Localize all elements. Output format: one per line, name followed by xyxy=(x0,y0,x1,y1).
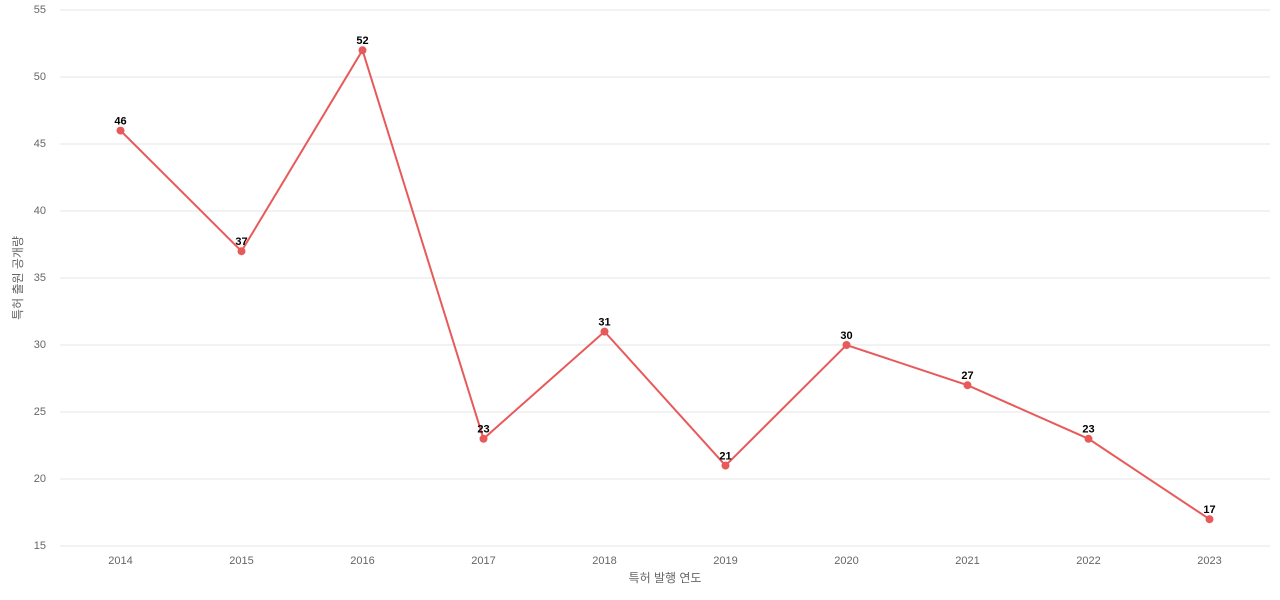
data-label: 46 xyxy=(114,116,126,128)
data-label: 52 xyxy=(356,35,368,47)
y-tick-label: 35 xyxy=(34,272,46,284)
y-tick-label: 20 xyxy=(34,473,46,485)
x-tick-label: 2023 xyxy=(1197,555,1221,567)
point xyxy=(963,381,972,390)
y-tick-label: 45 xyxy=(34,138,46,150)
data-label: 27 xyxy=(961,370,973,382)
data-label: 23 xyxy=(1082,424,1094,436)
y-axis-title: 특허 출원 공개량 xyxy=(11,236,25,320)
point xyxy=(479,434,488,443)
point xyxy=(1205,515,1214,524)
point xyxy=(358,46,367,55)
y-tick-label: 25 xyxy=(34,406,46,418)
data-label: 23 xyxy=(477,424,489,436)
y-tick-label: 50 xyxy=(34,71,46,83)
line xyxy=(119,47,1211,521)
y-tick-label: 30 xyxy=(34,339,46,351)
x-tick-label: 2019 xyxy=(713,555,737,567)
y-tick-label: 55 xyxy=(34,4,46,16)
point xyxy=(600,327,609,336)
point xyxy=(116,126,125,135)
x-tick-label: 2021 xyxy=(955,555,979,567)
x-tick-label: 2016 xyxy=(350,555,374,567)
y-tick-label: 40 xyxy=(34,205,46,217)
x-tick-label: 2014 xyxy=(108,555,132,567)
data-label: 37 xyxy=(235,236,247,248)
x-tick-label: 2020 xyxy=(834,555,858,567)
data-label: 21 xyxy=(719,451,731,463)
x-tick-label: 2018 xyxy=(592,555,616,567)
y-tick-label: 15 xyxy=(34,540,46,552)
x-tick-label: 2017 xyxy=(471,555,495,567)
data-label: 30 xyxy=(840,330,852,342)
point xyxy=(842,341,851,349)
x-axis-title: 특허 발행 연도 xyxy=(629,570,702,585)
point xyxy=(237,247,246,256)
data-label: 31 xyxy=(598,317,610,329)
point xyxy=(1084,434,1093,443)
x-tick-label: 2015 xyxy=(229,555,253,567)
data-label: 17 xyxy=(1203,504,1215,516)
point xyxy=(721,461,730,470)
x-tick-label: 2022 xyxy=(1076,555,1100,567)
